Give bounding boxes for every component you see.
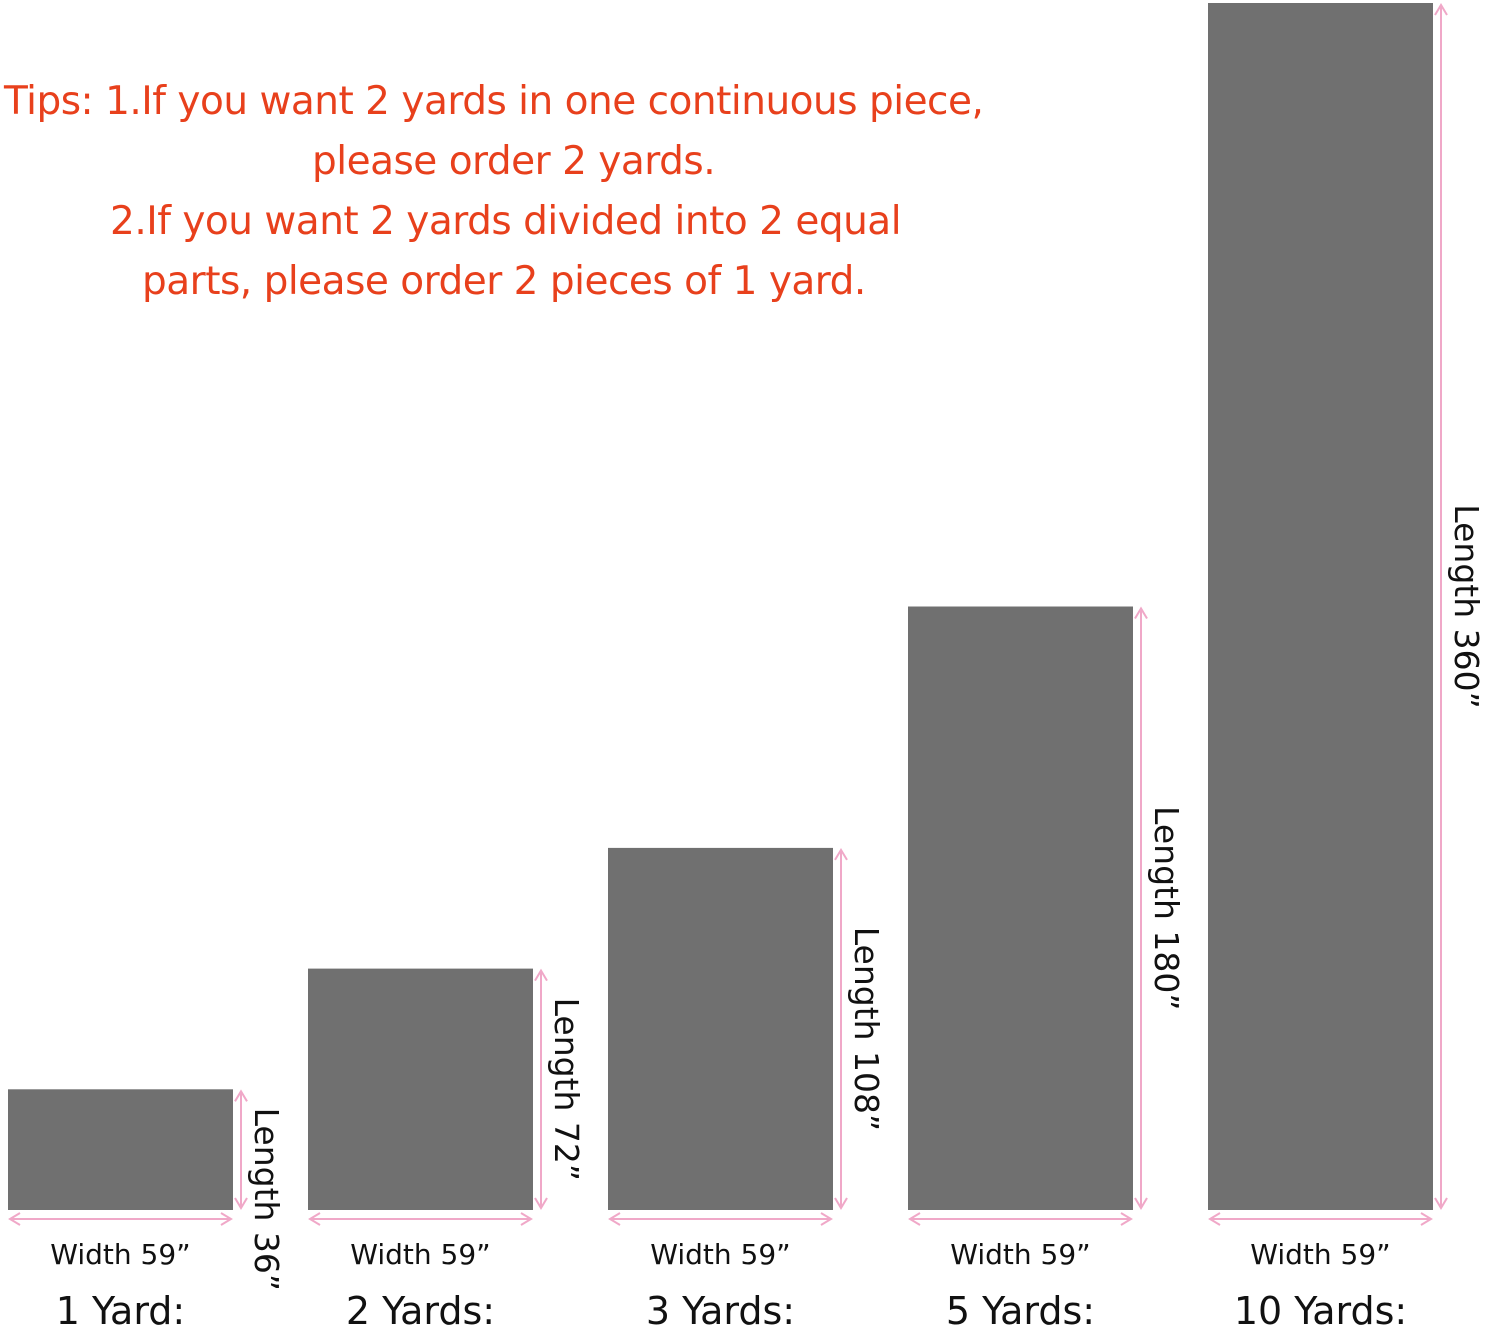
width-label: Width 59” [350, 1238, 490, 1271]
fabric-group: Width 59” 5 Yards: Length 180” [908, 606, 1186, 1332]
length-arrow-head-down [1434, 1197, 1448, 1210]
length-label: Length 360” [1447, 504, 1486, 708]
fabric-group: Width 59” 3 Yards: Length 108” [608, 847, 886, 1332]
width-arrow-head-right [1120, 1212, 1133, 1226]
length-arrow-head-down [1134, 1197, 1148, 1210]
fabric-bar [908, 606, 1133, 1210]
length-arrow-head-up [834, 847, 848, 861]
width-label: Width 59” [1250, 1238, 1390, 1271]
length-label: Length 108” [847, 927, 886, 1131]
length-arrow-head-up [234, 1089, 248, 1102]
yard-label: 2 Yards: [346, 1289, 495, 1332]
tip-line-3: 2.If you want 2 yards divided into 2 equ… [110, 199, 902, 244]
width-label: Width 59” [650, 1238, 790, 1271]
width-arrow-head-left [608, 1212, 621, 1226]
width-arrow-head-left [8, 1212, 21, 1226]
fabric-bar [1208, 3, 1433, 1210]
yard-label: 3 Yards: [646, 1289, 795, 1332]
width-arrow-head-left [1208, 1212, 1221, 1226]
length-arrow-head-down [834, 1197, 848, 1210]
fabric-bar [608, 847, 833, 1210]
tip-line-4: parts, please order 2 pieces of 1 yard. [142, 259, 866, 304]
yard-label: 5 Yards: [946, 1289, 1095, 1332]
width-arrow-head-right [1420, 1212, 1433, 1226]
length-arrow-head-up [1134, 606, 1148, 620]
yard-label: 1 Yard: [56, 1289, 185, 1332]
fabric-bar [308, 968, 533, 1210]
width-arrow-head-left [308, 1212, 321, 1226]
length-label: Length 36” [247, 1108, 286, 1291]
tip-line-1: Tips: 1.If you want 2 yards in one conti… [4, 79, 984, 124]
length-arrow-head-down [534, 1197, 548, 1210]
length-label: Length 72” [547, 998, 586, 1181]
fabric-bar [8, 1089, 233, 1210]
fabric-group: Width 59” 10 Yards: Length 360” [1208, 3, 1486, 1332]
width-label: Width 59” [50, 1238, 190, 1271]
yard-label: 10 Yards: [1234, 1289, 1407, 1332]
fabric-group: Width 59” 1 Yard: Length 36” [8, 1089, 286, 1332]
fabric-group: Width 59” 2 Yards: Length 72” [308, 968, 586, 1332]
width-label: Width 59” [950, 1238, 1090, 1271]
length-arrow-head-up [1434, 3, 1448, 16]
width-arrow-head-right [220, 1212, 233, 1226]
width-arrow-head-right [820, 1212, 833, 1226]
length-arrow-head-down [234, 1197, 248, 1210]
width-arrow-head-right [520, 1212, 533, 1226]
length-arrow-head-up [534, 968, 548, 982]
length-label: Length 180” [1147, 806, 1186, 1010]
width-arrow-head-left [908, 1212, 921, 1226]
tip-line-2: please order 2 yards. [312, 139, 716, 184]
